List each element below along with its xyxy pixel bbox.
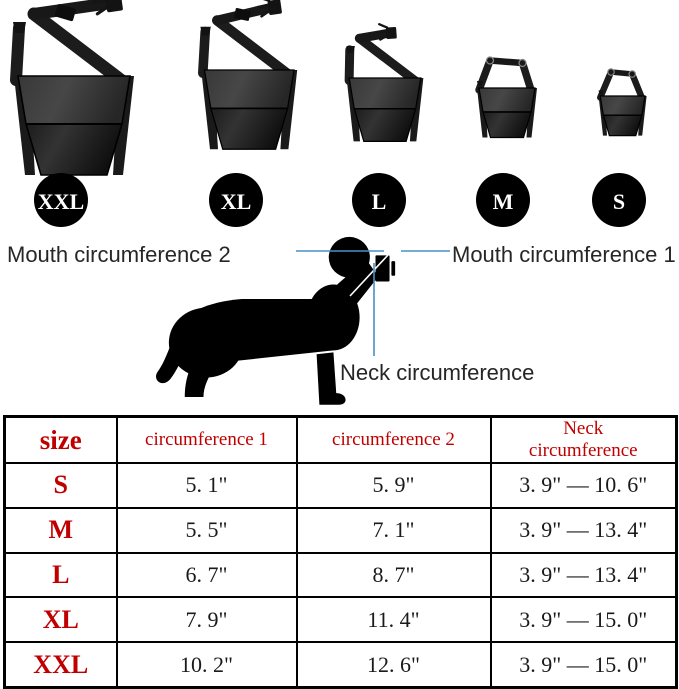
- svg-text:M: M: [493, 189, 514, 214]
- svg-text:S: S: [613, 189, 625, 214]
- svg-text:XL: XL: [221, 189, 252, 214]
- svg-text:Mouth circumference 1: Mouth circumference 1: [452, 242, 676, 267]
- svg-text:Neck circumference: Neck circumference: [340, 360, 534, 385]
- svg-text:L: L: [372, 189, 387, 214]
- svg-text:Mouth circumference 2: Mouth circumference 2: [7, 242, 231, 267]
- svg-text:XXL: XXL: [38, 189, 84, 214]
